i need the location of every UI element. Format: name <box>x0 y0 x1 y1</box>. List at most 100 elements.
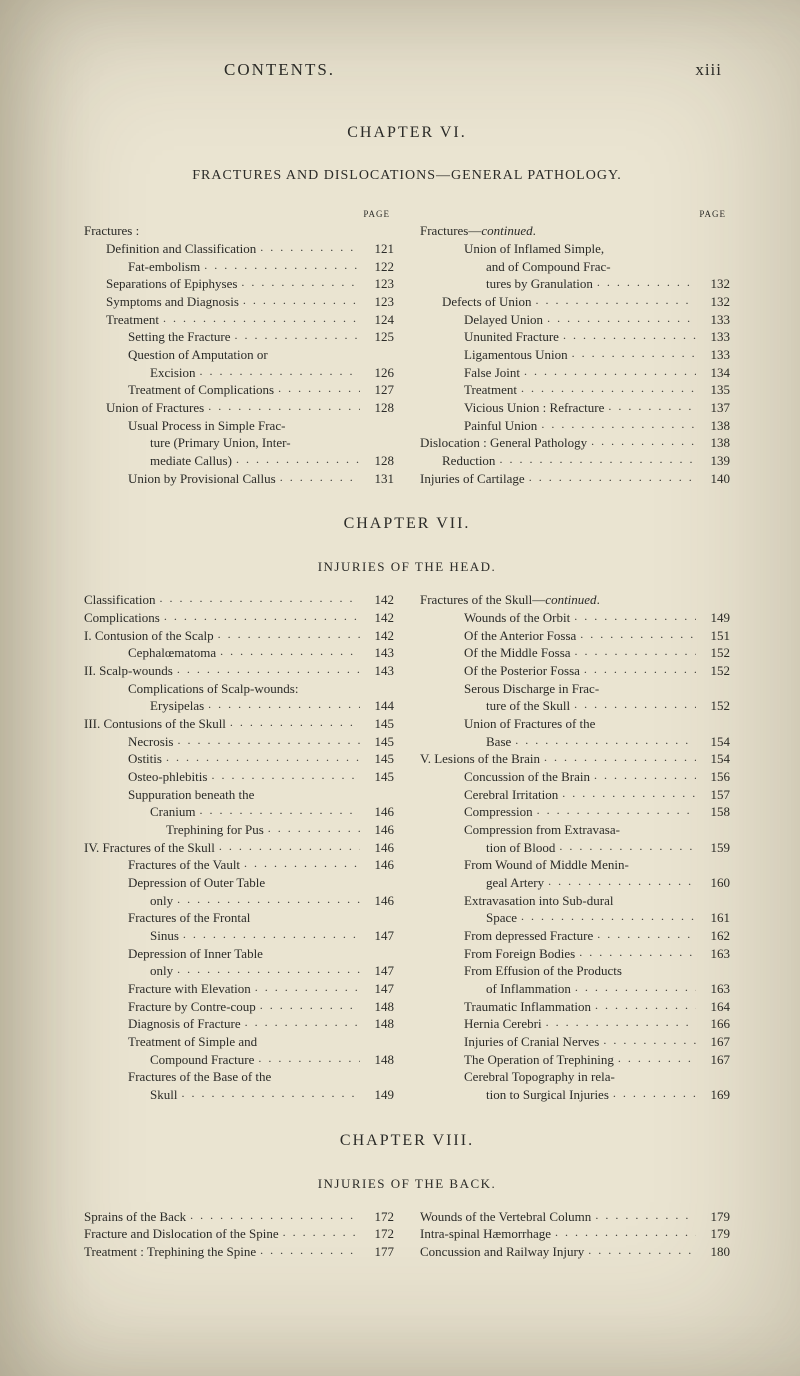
toc-entry: only146 <box>84 892 394 910</box>
toc-entry: II. Scalp-wounds143 <box>84 662 394 680</box>
leader-dots <box>624 822 696 834</box>
toc-entry-page: 128 <box>364 452 394 470</box>
toc-entry-page: 128 <box>364 399 394 417</box>
leader-dots <box>218 628 360 640</box>
toc-entry-page: 167 <box>700 1051 730 1069</box>
leader-dots <box>295 436 360 448</box>
toc-entry-label: Fat-embolism <box>128 258 200 276</box>
leader-dots <box>268 822 360 834</box>
leader-dots <box>575 646 696 658</box>
toc-entry-label: Usual Process in Simple Frac- <box>128 417 285 435</box>
leader-dots <box>547 312 696 324</box>
toc-entry: Treatment of Complications127 <box>84 381 394 399</box>
toc-entry-label: Space <box>486 909 517 927</box>
toc-entry: Union of Inflamed Simple, <box>420 240 730 258</box>
toc-entry-label: Painful Union <box>464 417 537 435</box>
toc-entry: tion to Surgical Injuries169 <box>420 1086 730 1104</box>
leader-dots <box>258 787 360 799</box>
toc-entry-label: Compression from Extravasa- <box>464 821 620 839</box>
toc-entry-page: 145 <box>364 768 394 786</box>
toc-entry: of Inflammation163 <box>420 980 730 998</box>
leader-dots <box>626 964 696 976</box>
toc-entry-page: 121 <box>364 240 394 258</box>
leader-dots <box>211 769 360 781</box>
toc-entry-label: From Effusion of the Products <box>464 962 622 980</box>
leader-dots <box>563 330 696 342</box>
toc-entry-label: Fractures of the Frontal <box>128 909 250 927</box>
leader-dots <box>220 646 360 658</box>
toc-entry: Necrosis145 <box>84 733 394 751</box>
leader-dots <box>254 911 360 923</box>
toc-entry: Trephining for Pus146 <box>84 821 394 839</box>
toc-entry-page: 142 <box>364 609 394 627</box>
toc-entry-label: Treatment of Complications <box>128 381 274 399</box>
toc-entry-label: Delayed Union <box>464 311 543 329</box>
toc-entry-page: 172 <box>364 1208 394 1226</box>
toc-entry: only147 <box>84 962 394 980</box>
leader-dots <box>178 734 361 746</box>
leader-dots <box>617 893 696 905</box>
chapter-7-left-col: Classification142Complications142I. Cont… <box>84 591 394 1103</box>
leader-dots <box>588 1244 696 1256</box>
toc-entry-page: 156 <box>700 768 730 786</box>
toc-entry-page: 123 <box>364 293 394 311</box>
toc-entry-page: 146 <box>364 803 394 821</box>
toc-entry: Intra-spinal Hæmorrhage179 <box>420 1225 730 1243</box>
toc-entry: Concussion and Railway Injury180 <box>420 1243 730 1261</box>
leader-dots <box>572 347 696 359</box>
toc-entry-page: 148 <box>364 1051 394 1069</box>
toc-entry-page: 122 <box>364 258 394 276</box>
toc-entry: Delayed Union133 <box>420 311 730 329</box>
leader-dots <box>166 752 360 764</box>
toc-entry: Definition and Classification121 <box>84 240 394 258</box>
toc-entry: Cerebral Irritation157 <box>420 786 730 804</box>
toc-entry: Painful Union138 <box>420 417 730 435</box>
toc-entry-label: The Operation of Trephining <box>464 1051 614 1069</box>
toc-entry: Concussion of the Brain156 <box>420 768 730 786</box>
toc-entry-label: Concussion and Railway Injury <box>420 1243 584 1261</box>
toc-entry-page: 161 <box>700 909 730 927</box>
leader-dots <box>183 928 360 940</box>
toc-entry: Fractures of the Skull—continued. <box>420 591 730 609</box>
toc-entry-label: Fracture and Dislocation of the Spine <box>84 1225 279 1243</box>
toc-entry-page: 134 <box>700 364 730 382</box>
toc-entry: Suppuration beneath the <box>84 786 394 804</box>
leader-dots <box>541 418 696 430</box>
leader-dots <box>190 1209 360 1221</box>
toc-entry-label: Compression <box>464 803 533 821</box>
toc-entry: Fracture by Contre-coup148 <box>84 998 394 1016</box>
toc-entry-page: 166 <box>700 1015 730 1033</box>
toc-entry-page: 169 <box>700 1086 730 1104</box>
toc-entry: Union of Fractures128 <box>84 399 394 417</box>
toc-entry-label: IV. Fractures of the Skull <box>84 839 215 857</box>
toc-entry-label: Ligamentous Union <box>464 346 568 364</box>
toc-entry: I. Contusion of the Scalp142 <box>84 627 394 645</box>
toc-entry-label: Excision <box>150 364 196 382</box>
toc-entry: Cranium 146 <box>84 803 394 821</box>
toc-entry-label: Cranium <box>150 803 196 821</box>
leader-dots <box>540 224 696 236</box>
leader-dots <box>529 471 696 483</box>
toc-entry: From Effusion of the Products <box>420 962 730 980</box>
toc-entry: Compound Fracture148 <box>84 1051 394 1069</box>
leader-dots <box>524 365 696 377</box>
leader-dots <box>595 999 696 1011</box>
leader-dots <box>603 681 696 693</box>
toc-entry-page: 144 <box>364 697 394 715</box>
leader-dots <box>608 400 696 412</box>
toc-entry-page: 146 <box>364 839 394 857</box>
leader-dots <box>594 769 696 781</box>
leader-dots <box>599 716 696 728</box>
toc-entry: Cerebral Topography in rela- <box>420 1068 730 1086</box>
toc-entry: Osteo-phlebitis145 <box>84 768 394 786</box>
leader-dots <box>515 734 696 746</box>
leader-dots <box>575 981 696 993</box>
toc-list-8-right: Wounds of the Vertebral Column179Intra-s… <box>420 1208 730 1261</box>
toc-entry-label: III. Contusions of the Skull <box>84 715 226 733</box>
toc-entry-page: 131 <box>364 470 394 488</box>
toc-entry-page: 135 <box>700 381 730 399</box>
leader-dots <box>615 259 696 271</box>
toc-entry-label: Cerebral Topography in rela- <box>464 1068 615 1086</box>
toc-entry-page: 146 <box>364 892 394 910</box>
leader-dots <box>177 893 360 905</box>
